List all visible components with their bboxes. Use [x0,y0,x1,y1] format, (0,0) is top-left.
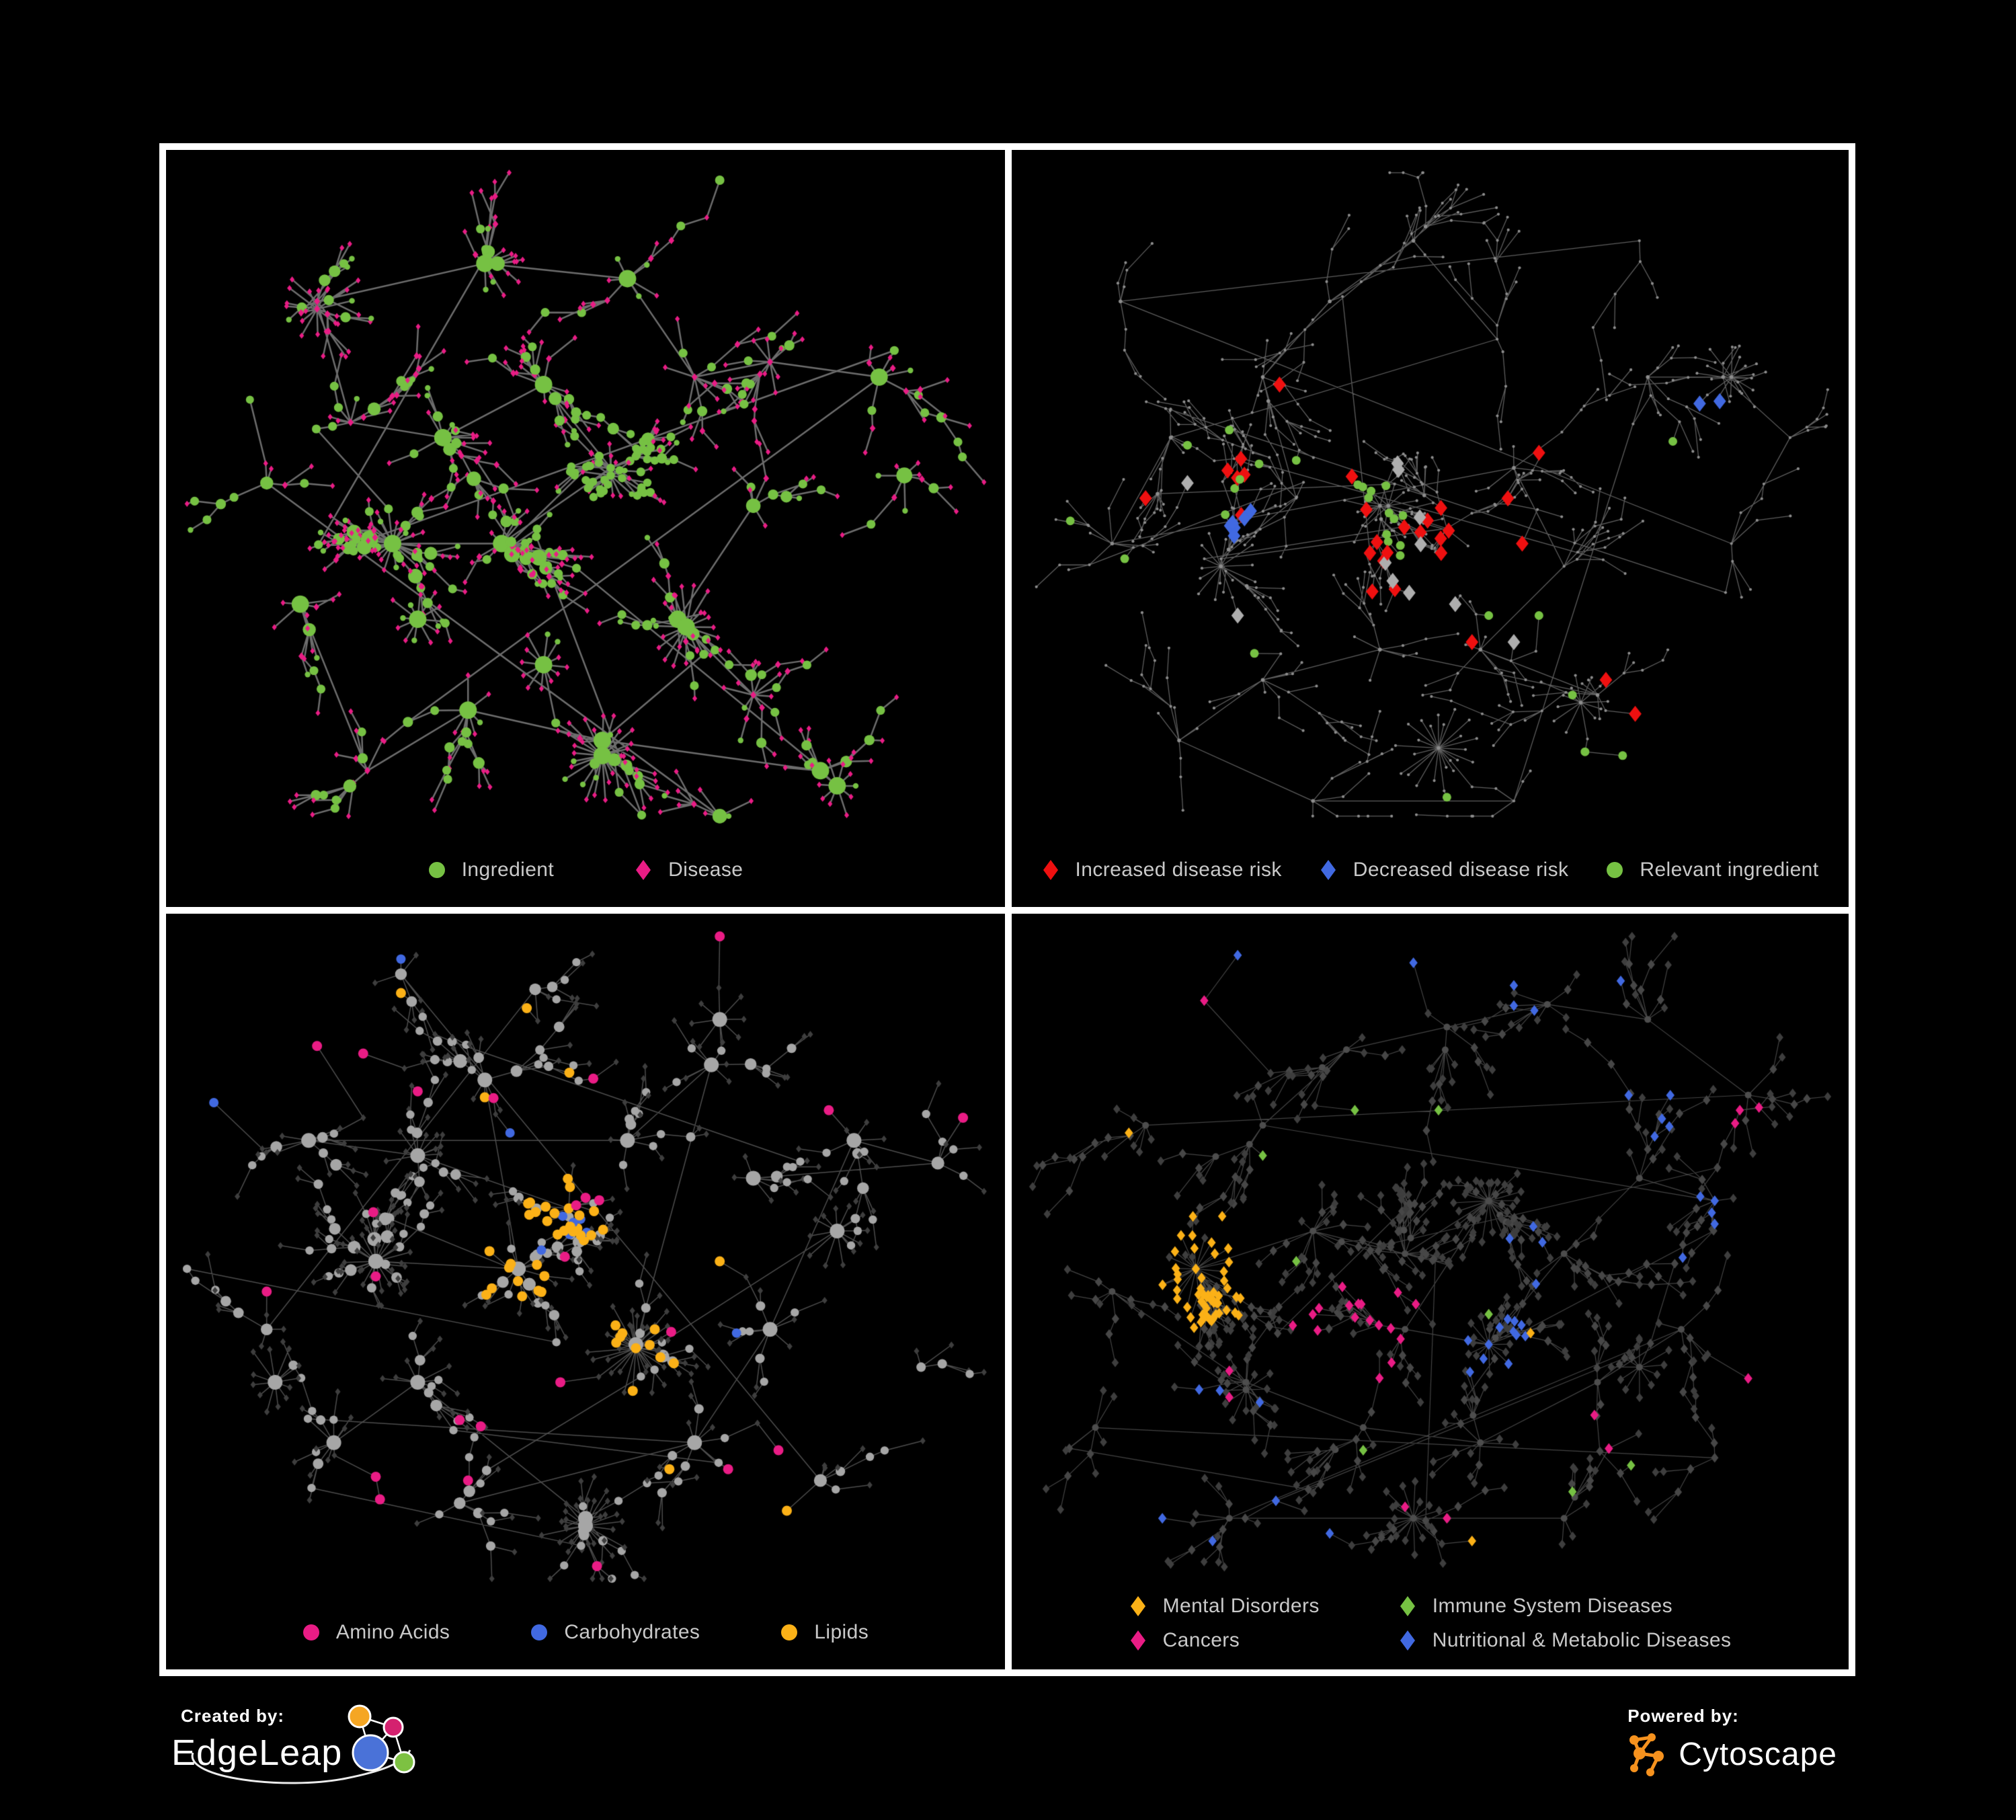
legend-label: Mental Disorders [1162,1595,1320,1617]
legend-label: Cancers [1162,1629,1240,1651]
legend-label: Relevant ingredient [1640,859,1819,881]
immune-system-diseases-diamond-icon [1400,1596,1415,1616]
legend-item-ingredient: Ingredient [428,859,554,881]
branding-bar: Created by: EdgeLeap Powered by: [171,1704,1837,1789]
amino-acids-circle-icon [303,1624,319,1640]
legend-item-immune-system-diseases: Immune System Diseases [1399,1595,1732,1618]
legend-nutrient-classes: Amino Acids Carbohydrates Lipids [166,1621,1005,1644]
legend-item-disease: Disease [635,859,743,881]
disease-class-network-canvas [1012,914,1849,1669]
legend-label: Increased disease risk [1075,859,1282,881]
panel-frame: Ingredient Disease Increased disease ris… [159,143,1855,1676]
legend-label: Carbohydrates [564,1621,700,1643]
ingredient-circle-icon [428,862,445,878]
legend-item-lipids: Lipids [780,1621,869,1644]
cytoscape-logo-icon [1629,1733,1664,1776]
edgeleap-logo-icon [191,1704,415,1784]
legend-label: Disease [668,859,743,881]
ingredient-disease-network-canvas [166,150,1005,907]
powered-by-label: Powered by: [1627,1706,1739,1726]
legend-ingredient-disease: Ingredient Disease [166,859,1005,881]
legend-item-decreased-risk: Decreased disease risk [1320,859,1569,881]
legend-item-cancers: Cancers [1129,1629,1320,1652]
legend-item-relevant-ingredient: Relevant ingredient [1606,859,1818,881]
legend-label: Nutritional & Metabolic Diseases [1432,1629,1732,1651]
relevant-ingredient-circle-icon [1607,862,1623,878]
panel-disease-risk: Increased disease risk Decreased disease… [1012,150,1849,907]
edgeleap-branding: Created by: EdgeLeap [171,1704,424,1789]
carbohydrates-circle-icon [531,1624,548,1640]
edgeleap-wordmark: EdgeLeap [171,1733,343,1773]
legend-label: Decreased disease risk [1353,859,1569,881]
decreased-risk-diamond-icon [1320,860,1336,880]
legend-label: Immune System Diseases [1432,1595,1672,1617]
legend-disease-risk: Increased disease risk Decreased disease… [1012,859,1849,881]
increased-risk-diamond-icon [1043,860,1058,880]
nutritional-metabolic-diseases-diamond-icon [1400,1630,1415,1651]
mental-disorders-diamond-icon [1130,1596,1145,1616]
created-by-label: Created by: [181,1706,285,1726]
legend-item-mental-disorders: Mental Disorders [1129,1595,1320,1618]
legend-item-increased-risk: Increased disease risk [1042,859,1282,881]
lipids-circle-icon [781,1624,798,1640]
legend-label: Ingredient [461,859,555,881]
cytoscape-wordmark: Cytoscape [1679,1736,1837,1772]
legend-disease-classes: Mental Disorders Immune System Diseases … [1012,1595,1849,1652]
disease-risk-network-canvas [1012,150,1849,907]
panel-ingredient-disease: Ingredient Disease [166,150,1005,907]
cytoscape-branding: Powered by: [1625,1704,1837,1778]
panel-disease-classes: Mental Disorders Immune System Diseases … [1012,914,1849,1669]
legend-label: Amino Acids [335,1621,450,1643]
legend-item-nutritional-metabolic-diseases: Nutritional & Metabolic Diseases [1399,1629,1732,1652]
disease-diamond-icon [636,860,651,880]
legend-item-amino-acids: Amino Acids [303,1621,450,1644]
legend-item-carbohydrates: Carbohydrates [530,1621,700,1644]
legend-label: Lipids [814,1621,869,1643]
nutrient-class-network-canvas [166,914,1005,1669]
panel-nutrient-classes: Amino Acids Carbohydrates Lipids [166,914,1005,1669]
cancers-diamond-icon [1130,1630,1145,1651]
